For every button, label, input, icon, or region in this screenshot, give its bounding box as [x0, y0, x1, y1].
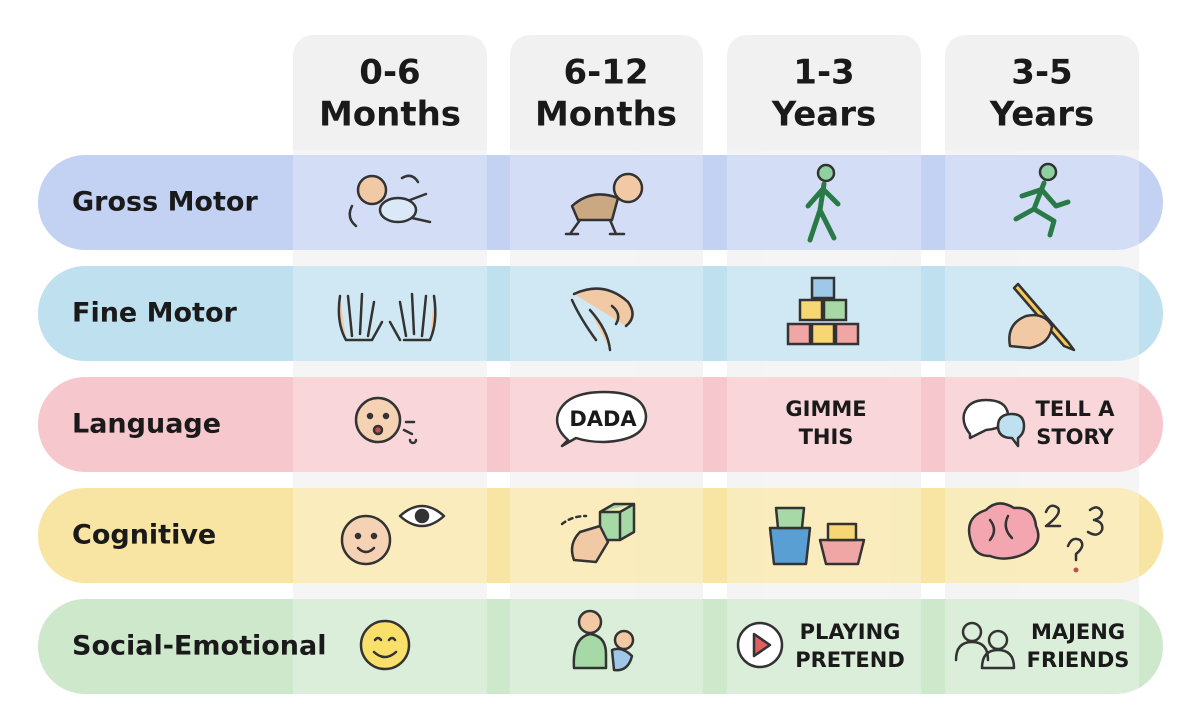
cell-text: PRETEND: [795, 648, 905, 672]
icon-pinching-hand: [570, 287, 634, 352]
icon-walking: [805, 163, 841, 243]
header-range: 1-3: [793, 53, 854, 93]
icon-blocks: [786, 276, 860, 346]
cell-text: MAJENG: [1031, 620, 1125, 644]
cell-text: FRIENDS: [1027, 648, 1130, 672]
cell-text: GIMME: [785, 397, 866, 421]
row-pill: [38, 266, 1163, 361]
header-unit: Years: [771, 95, 877, 135]
icon-parent-child: [572, 609, 635, 672]
icon-baby-crawling: [564, 172, 644, 236]
row-labels: Gross Motor Fine Motor Language Cognitiv…: [72, 187, 326, 662]
row-label: Cognitive: [72, 520, 216, 551]
row-label: Social-Emotional: [72, 631, 326, 662]
icon-running: [1013, 162, 1071, 238]
icon-chat-bubbles: [962, 398, 1026, 448]
icon-baby-rolling: [348, 174, 432, 228]
header-range: 6-12: [563, 53, 648, 93]
icon-friends: [954, 621, 1016, 670]
header-range: 0-6: [359, 53, 420, 93]
cell-text: TELL A: [1036, 397, 1116, 421]
cell-text: PLAYING: [800, 620, 901, 644]
header-unit: Years: [989, 95, 1095, 135]
header-range: 3-5: [1011, 53, 1072, 93]
header-unit: Months: [535, 95, 677, 135]
icon-numbers: [1044, 504, 1104, 573]
icon-hands: [337, 292, 437, 342]
icon-baby-babbling: [354, 396, 418, 445]
icon-hand-cube: [560, 502, 636, 564]
headers: 0-6 Months 6-12 Months 1-3 Years 3-5 Yea…: [319, 53, 1094, 135]
row-label: Gross Motor: [72, 187, 258, 218]
icon-brain-numbers: [967, 502, 1040, 560]
row-label: Fine Motor: [72, 298, 238, 329]
column-overlays: [293, 150, 1139, 700]
icon-play: [736, 621, 784, 669]
icon-speech-bubble: [555, 390, 648, 448]
header-unit: Months: [319, 95, 461, 135]
cell-text: THIS: [799, 425, 854, 449]
cell-text: STORY: [1036, 425, 1114, 449]
icon-hand-pencil: [1008, 282, 1076, 352]
icon-smiley: [359, 619, 411, 671]
cell-text: DADA: [569, 407, 637, 431]
icon-stacking-cups: [768, 506, 866, 566]
column-overlay: [727, 150, 921, 700]
icon-baby-looking: [340, 504, 446, 566]
row-label: Language: [72, 409, 221, 440]
